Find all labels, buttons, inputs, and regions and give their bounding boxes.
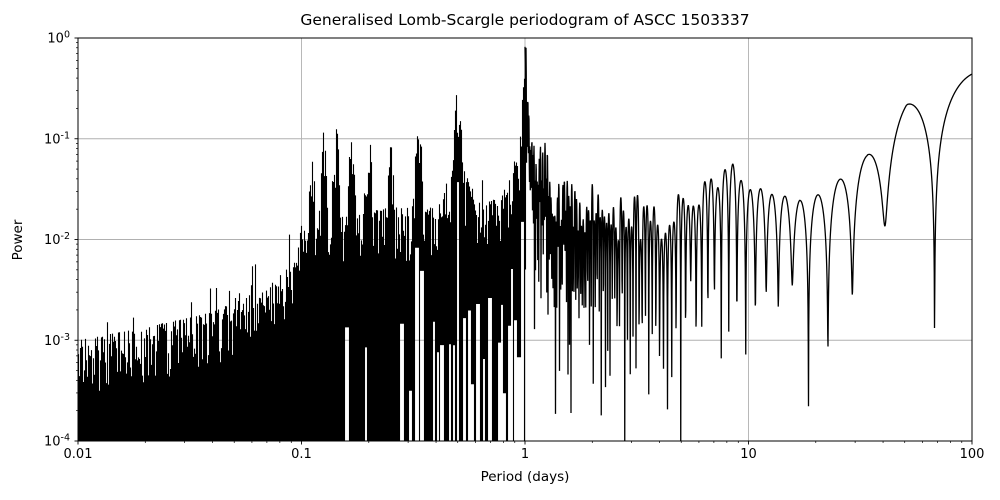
tick-labels: 0.01 0.1 1 10 100 100 10-1 10-2 10-3 10-4 <box>44 30 984 463</box>
axis-ticks <box>74 37 973 445</box>
y-tick-label: 10-2 <box>44 231 70 248</box>
y-tick-label: 10-3 <box>44 332 70 349</box>
series-dense-segment <box>78 73 527 441</box>
chart-title: Generalised Lomb-Scargle periodogram of … <box>300 11 749 29</box>
x-tick-label: 100 <box>960 447 985 462</box>
y-tick-label: 10-1 <box>44 130 70 147</box>
x-tick-label: 0.01 <box>64 447 93 462</box>
x-tick-label: 10 <box>740 447 757 462</box>
x-tick-label: 1 <box>521 447 529 462</box>
x-tick-label: 0.1 <box>291 447 312 462</box>
y-axis-label: Power <box>10 219 26 260</box>
x-axis-label: Period (days) <box>481 469 570 485</box>
series-smooth-segment <box>524 46 972 441</box>
y-tick-label: 100 <box>47 30 70 47</box>
y-tick-label: 10-4 <box>44 433 70 450</box>
